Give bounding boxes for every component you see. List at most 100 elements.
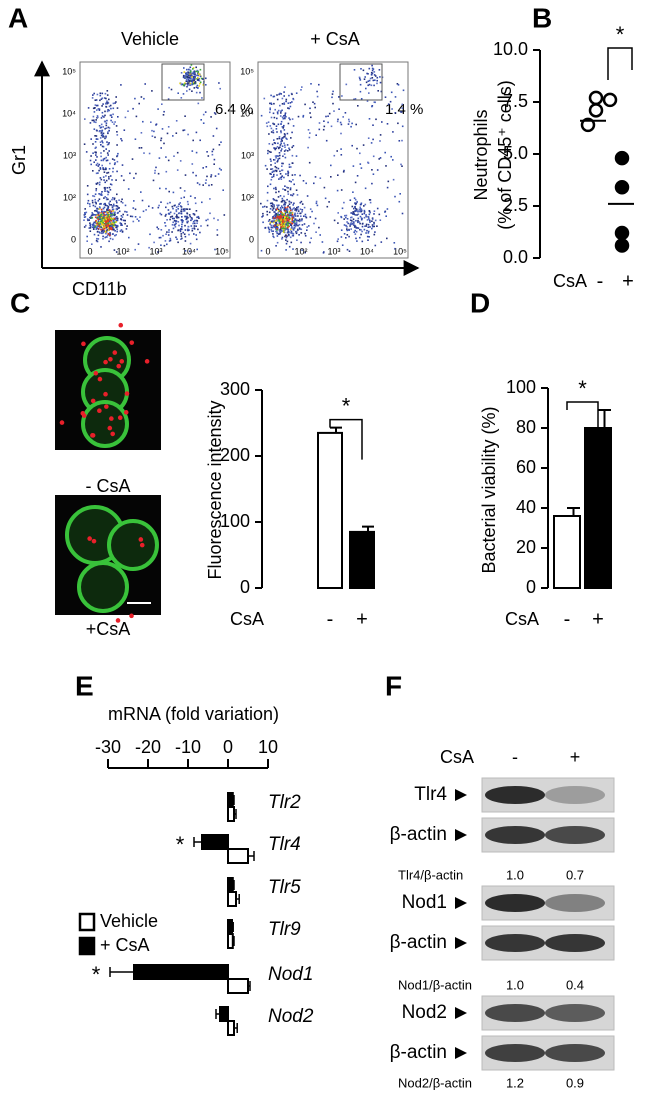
event-dot [284, 207, 287, 209]
event-dot [289, 102, 292, 104]
arrowhead [455, 789, 467, 801]
event-dot [189, 84, 192, 86]
event-dot [189, 242, 192, 245]
event-dot [370, 73, 373, 76]
event-dot [112, 214, 114, 217]
event-dot [112, 238, 114, 241]
event-dot [159, 236, 162, 239]
event-dot [295, 215, 297, 217]
event-dot [287, 190, 289, 193]
event-dot [280, 112, 282, 114]
event-dot [275, 209, 277, 211]
event-dot [299, 208, 302, 210]
event-dot [112, 210, 115, 212]
event-dot [166, 243, 168, 246]
event-dot [322, 252, 325, 254]
event-dot [110, 204, 112, 206]
event-dot [306, 195, 309, 197]
event-dot [199, 81, 202, 84]
event-dot [278, 208, 280, 211]
event-dot [359, 203, 362, 206]
event-dot [264, 164, 267, 167]
event-dot [330, 164, 332, 167]
event-dot [295, 208, 297, 210]
event-dot [210, 184, 213, 186]
event-dot [275, 227, 278, 229]
event-dot [298, 234, 300, 236]
event-dot [283, 142, 285, 145]
event-dot [380, 241, 383, 243]
event-dot [294, 225, 297, 228]
event-dot [273, 123, 276, 126]
event-dot [104, 181, 106, 184]
event-dot [290, 224, 292, 226]
event-dot [166, 132, 169, 135]
event-dot [206, 151, 208, 153]
event-dot [368, 230, 370, 233]
event-dot [103, 197, 105, 199]
category-label: Tlr2 [268, 792, 301, 813]
event-dot [103, 157, 106, 160]
event-dot [359, 90, 362, 93]
event-dot [199, 91, 201, 94]
event-dot [389, 100, 392, 103]
event-dot [194, 74, 196, 76]
event-dot [180, 212, 183, 215]
event-dot [285, 215, 288, 217]
event-dot [108, 150, 110, 152]
event-dot [359, 77, 361, 80]
event-dot [372, 155, 375, 158]
event-dot [95, 202, 97, 204]
event-dot [142, 120, 144, 123]
event-dot [180, 208, 183, 211]
event-dot [269, 107, 271, 109]
event-dot [187, 82, 189, 85]
event-dot [132, 207, 135, 209]
event-dot [100, 126, 103, 129]
event-dot [195, 74, 198, 77]
event-dot [213, 158, 216, 161]
event-dot [176, 216, 179, 218]
event-dot [101, 210, 103, 213]
event-dot [368, 199, 371, 201]
event-dot [354, 181, 357, 184]
event-dot [91, 97, 94, 99]
bacterium [59, 420, 65, 425]
event-dot [289, 207, 292, 210]
x-tick-label: - [597, 270, 604, 292]
event-dot [283, 135, 285, 138]
event-dot [97, 214, 100, 216]
event-dot [287, 193, 290, 195]
y-tick-label: 100 [506, 377, 536, 397]
event-dot [197, 78, 199, 81]
event-dot [271, 205, 274, 208]
event-dot [390, 155, 392, 158]
event-dot [270, 131, 273, 133]
event-dot [205, 84, 207, 86]
event-dot [106, 205, 109, 207]
event-dot [107, 198, 109, 201]
event-dot [111, 212, 114, 215]
y-tick-label: 0 [249, 234, 254, 244]
y-tick-label: 10² [63, 192, 76, 202]
event-dot [275, 222, 277, 225]
category-label: Nod2 [268, 1006, 314, 1027]
event-dot [285, 173, 287, 175]
event-dot [116, 216, 118, 218]
event-dot [354, 202, 356, 204]
event-dot [191, 79, 193, 82]
event-dot [92, 115, 95, 118]
event-dot [302, 116, 304, 118]
event-dot [191, 74, 193, 77]
panel-label: F [385, 670, 402, 701]
event-dot [194, 219, 196, 222]
event-dot [274, 220, 277, 222]
event-dot [102, 167, 104, 169]
event-dot [99, 218, 101, 221]
event-dot [186, 80, 189, 83]
event-dot [271, 168, 274, 170]
event-dot [357, 217, 360, 220]
event-dot [176, 169, 179, 171]
event-dot [378, 158, 380, 160]
gate-percent: 6.4 % [215, 101, 253, 118]
